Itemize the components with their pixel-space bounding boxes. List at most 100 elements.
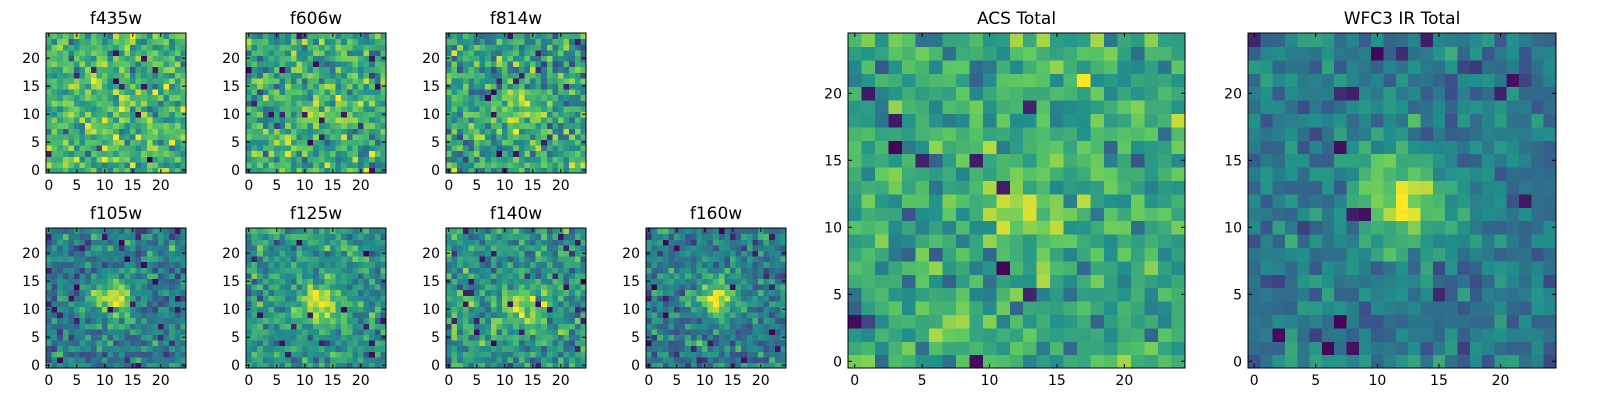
heatmap-cell — [541, 312, 548, 319]
heatmap-cell — [513, 228, 520, 235]
heatmap-cell — [57, 312, 64, 319]
heatmap-cell — [174, 356, 181, 363]
heatmap-cell — [341, 77, 348, 84]
heatmap-cell — [741, 345, 748, 352]
heatmap-cell — [1036, 180, 1051, 195]
heatmap-cell — [307, 244, 314, 251]
heatmap-cell — [279, 77, 286, 84]
heatmap-cell — [96, 156, 103, 163]
heatmap-cell — [285, 122, 292, 129]
heatmap-cell — [130, 244, 137, 251]
heatmap-cell — [580, 295, 587, 302]
heatmap-cell — [62, 72, 69, 79]
panel-title: f814w — [490, 9, 542, 29]
heatmap-cell — [490, 117, 497, 124]
heatmap-cell — [774, 312, 781, 319]
heatmap-cell — [374, 156, 381, 163]
heatmap-cell — [90, 105, 97, 112]
heatmap-cell — [569, 49, 576, 56]
heatmap-cell — [558, 278, 565, 285]
heatmap-cell — [1131, 314, 1146, 329]
heatmap-cell — [546, 44, 553, 51]
heatmap-cell — [246, 233, 253, 240]
heatmap-cell — [758, 323, 765, 330]
heatmap-cell — [152, 33, 159, 40]
heatmap-cell — [380, 284, 387, 291]
heatmap-cell — [358, 323, 365, 330]
heatmap-cell — [690, 328, 697, 335]
heatmap-cell — [380, 345, 387, 352]
y-tick-label: 5 — [231, 135, 240, 151]
heatmap-cell — [563, 351, 570, 358]
heatmap-cell — [296, 334, 303, 341]
heatmap-cell — [102, 89, 109, 96]
heatmap-cell — [352, 351, 359, 358]
heatmap-cell — [274, 105, 281, 112]
heatmap-cell — [141, 66, 148, 73]
heatmap-cell — [51, 289, 58, 296]
heatmap-cell — [861, 287, 876, 302]
heatmap-cell — [574, 167, 581, 174]
heatmap-cell — [262, 83, 269, 90]
heatmap-cell — [369, 94, 376, 101]
heatmap-cell — [96, 122, 103, 129]
heatmap-cell — [558, 105, 565, 112]
heatmap-cell — [735, 300, 742, 307]
heatmap-cell — [535, 340, 542, 347]
heatmap-cell — [285, 284, 292, 291]
heatmap-cell — [888, 234, 903, 248]
heatmap-cell — [290, 295, 297, 302]
heatmap-cell — [180, 150, 187, 157]
heatmap-cell — [552, 306, 559, 313]
heatmap-cell — [268, 244, 275, 251]
heatmap-cell — [369, 44, 376, 51]
heatmap-cell — [68, 145, 75, 152]
heatmap-cell — [262, 33, 269, 40]
heatmap-cell — [124, 272, 131, 279]
heatmap-cell — [57, 351, 64, 358]
heatmap-cell — [51, 83, 58, 90]
heatmap-cell — [490, 345, 497, 352]
heatmap-cell — [135, 317, 142, 324]
heatmap-cell — [513, 156, 520, 163]
heatmap-cell — [679, 284, 686, 291]
heatmap-cell — [257, 145, 264, 152]
heatmap-cell — [79, 351, 86, 358]
heatmap-cell — [335, 133, 342, 140]
heatmap-cell — [888, 314, 903, 329]
heatmap-cell — [302, 105, 309, 112]
heatmap-cell — [146, 289, 153, 296]
heatmap-cell — [741, 328, 748, 335]
heatmap-cell — [457, 55, 464, 62]
heatmap-cell — [1158, 341, 1173, 356]
heatmap-cell — [313, 284, 320, 291]
heatmap-cell — [462, 161, 469, 168]
heatmap-cell — [180, 351, 187, 358]
heatmap-cell — [513, 122, 520, 129]
heatmap-cell — [346, 295, 353, 302]
heatmap-cell — [163, 284, 170, 291]
heatmap-cells — [246, 33, 387, 174]
heatmap-cell — [552, 345, 559, 352]
heatmap-cell — [1158, 180, 1173, 195]
heatmap-cell — [774, 306, 781, 313]
heatmap-cell — [474, 244, 481, 251]
heatmap-cell — [262, 55, 269, 62]
heatmap-cell — [563, 340, 570, 347]
heatmap-cell — [690, 261, 697, 268]
heatmap-cell — [462, 105, 469, 112]
heatmap-cell — [657, 306, 664, 313]
heatmap-cell — [502, 156, 509, 163]
heatmap-cell — [90, 77, 97, 84]
heatmap-cell — [290, 44, 297, 51]
heatmap-cell — [313, 312, 320, 319]
heatmap-cell — [285, 49, 292, 56]
heatmap-cell — [346, 272, 353, 279]
heatmap-cell — [369, 289, 376, 296]
heatmap-cell — [169, 356, 176, 363]
heatmap-cell — [158, 256, 165, 263]
heatmap-cell — [457, 44, 464, 51]
heatmap-cell — [541, 356, 548, 363]
heatmap-cell — [541, 261, 548, 268]
heatmap-cell — [124, 100, 131, 107]
